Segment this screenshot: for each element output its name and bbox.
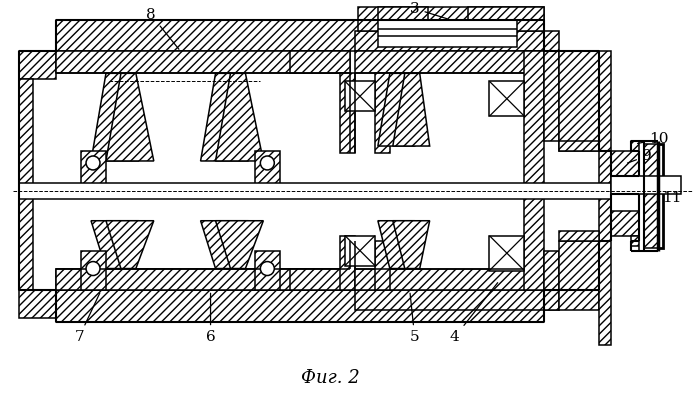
Text: 11: 11 (662, 191, 681, 205)
Bar (611, 176, 681, 194)
Bar (544, 290, 559, 310)
Text: 6: 6 (206, 293, 216, 344)
Text: 3: 3 (410, 2, 447, 19)
Text: 5: 5 (410, 293, 419, 344)
Text: 4: 4 (450, 283, 498, 344)
Bar (56, 290, 544, 322)
Bar (81, 151, 106, 191)
Bar (639, 141, 644, 250)
Circle shape (86, 156, 100, 170)
Bar (355, 269, 544, 290)
Bar (544, 51, 559, 141)
Bar (81, 250, 106, 290)
Bar (20, 290, 56, 318)
Bar (56, 269, 350, 290)
Polygon shape (378, 73, 415, 146)
Bar (489, 236, 524, 271)
Bar (559, 141, 599, 151)
Bar (56, 19, 544, 51)
Circle shape (260, 261, 274, 276)
Polygon shape (358, 19, 544, 32)
Text: Фиг. 2: Фиг. 2 (301, 369, 359, 387)
Bar (56, 269, 350, 290)
Polygon shape (358, 6, 544, 19)
Polygon shape (106, 73, 154, 161)
Bar (255, 250, 281, 290)
Bar (355, 32, 544, 51)
Bar (355, 51, 544, 73)
Bar (544, 250, 559, 310)
Bar (378, 19, 517, 47)
Text: 8: 8 (146, 8, 179, 49)
Bar (644, 144, 658, 248)
Bar (345, 236, 375, 265)
Circle shape (260, 156, 274, 170)
Polygon shape (393, 221, 430, 269)
Bar (544, 32, 559, 51)
Bar (378, 6, 428, 19)
Bar (375, 241, 390, 290)
Bar (658, 144, 662, 248)
Polygon shape (106, 221, 154, 269)
Text: 9: 9 (628, 149, 651, 163)
Polygon shape (91, 73, 139, 161)
Polygon shape (216, 73, 263, 161)
Polygon shape (200, 73, 248, 161)
Text: 7: 7 (74, 293, 100, 344)
Bar (290, 51, 350, 73)
Bar (631, 236, 641, 246)
Bar (20, 51, 56, 79)
Bar (345, 81, 375, 111)
Bar (599, 51, 611, 345)
Bar (255, 151, 281, 191)
Bar (375, 73, 390, 153)
Circle shape (86, 261, 100, 276)
Bar (631, 141, 641, 151)
Bar (559, 151, 599, 231)
Bar (20, 183, 611, 199)
Bar (56, 73, 350, 269)
Polygon shape (378, 221, 415, 269)
Polygon shape (200, 221, 248, 269)
Bar (340, 236, 355, 290)
Bar (20, 79, 34, 290)
Bar (56, 51, 350, 73)
Bar (355, 73, 544, 269)
Bar (559, 241, 599, 310)
Bar (340, 73, 355, 153)
Bar (489, 81, 524, 116)
Bar (611, 151, 639, 176)
Bar (524, 51, 544, 290)
Polygon shape (91, 221, 139, 269)
Bar (559, 51, 599, 151)
Polygon shape (393, 73, 430, 146)
Bar (290, 269, 350, 290)
Bar (559, 231, 599, 241)
Bar (611, 211, 639, 236)
Polygon shape (216, 221, 263, 269)
Text: 10: 10 (637, 132, 668, 146)
Bar (468, 6, 544, 19)
Bar (355, 290, 544, 310)
